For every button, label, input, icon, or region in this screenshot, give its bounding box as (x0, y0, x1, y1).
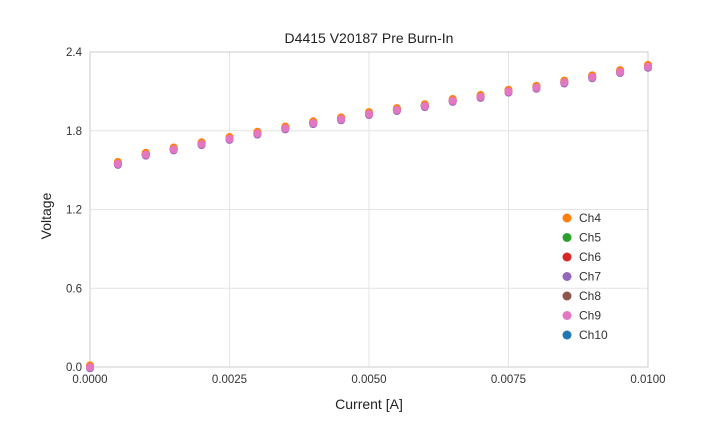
y-tick-label: 1.8 (66, 126, 82, 138)
data-point-ch9 (476, 92, 485, 101)
legend-marker-ch9 (562, 311, 572, 320)
legend-label-ch5: Ch5 (579, 231, 601, 245)
legend-label-ch8: Ch8 (579, 289, 601, 303)
x-tick-label: 0.0075 (491, 374, 526, 386)
data-point-ch9 (588, 73, 597, 82)
legend-label-ch4: Ch4 (579, 211, 601, 225)
legend-marker-ch4 (562, 213, 572, 223)
legend-marker-ch6 (562, 252, 572, 262)
x-tick-label: 0.0025 (212, 374, 247, 386)
x-tick-label: 0.0050 (351, 374, 386, 386)
data-point-ch9 (420, 102, 429, 111)
y-axis-label: Voltage (38, 192, 54, 240)
legend-label-ch10: Ch10 (579, 328, 608, 342)
data-point-ch9 (225, 134, 234, 143)
legend-label-ch9: Ch9 (579, 309, 601, 323)
data-point-ch9 (644, 62, 652, 71)
data-point-ch9 (281, 124, 290, 133)
data-point-ch9 (309, 119, 318, 128)
legend-label-ch6: Ch6 (579, 250, 601, 264)
data-point-ch9 (504, 87, 513, 96)
data-point-ch9 (616, 67, 625, 76)
y-tick-label: 0.0 (66, 362, 82, 374)
legend-marker-ch5 (562, 233, 572, 242)
data-point-ch9 (141, 150, 150, 159)
x-axis-label: Current [A] (335, 396, 403, 412)
data-point-ch9 (560, 78, 569, 87)
legend-marker-ch10 (562, 330, 572, 340)
data-point-ch9 (253, 129, 262, 138)
chart-title: D4415 V20187 Pre Burn-In (284, 30, 454, 46)
data-point-ch9 (86, 363, 94, 372)
x-tick-label: 0.0100 (630, 374, 665, 386)
y-tick-label: 0.6 (66, 283, 82, 295)
data-point-ch9 (197, 140, 206, 149)
data-point-ch9 (532, 83, 541, 92)
data-point-ch9 (448, 96, 457, 105)
legend-marker-ch8 (562, 291, 572, 301)
data-point-ch9 (365, 109, 373, 118)
y-tick-label: 1.2 (66, 205, 82, 217)
legend-label-ch7: Ch7 (579, 270, 601, 284)
y-tick-label: 2.4 (66, 47, 83, 59)
data-point-ch9 (113, 159, 122, 168)
data-point-ch9 (337, 115, 346, 124)
data-point-ch9 (169, 145, 178, 154)
x-tick-label: 0.0000 (72, 374, 107, 386)
legend-marker-ch7 (562, 272, 572, 281)
plot-border (89, 51, 649, 368)
data-point-ch9 (392, 106, 401, 115)
